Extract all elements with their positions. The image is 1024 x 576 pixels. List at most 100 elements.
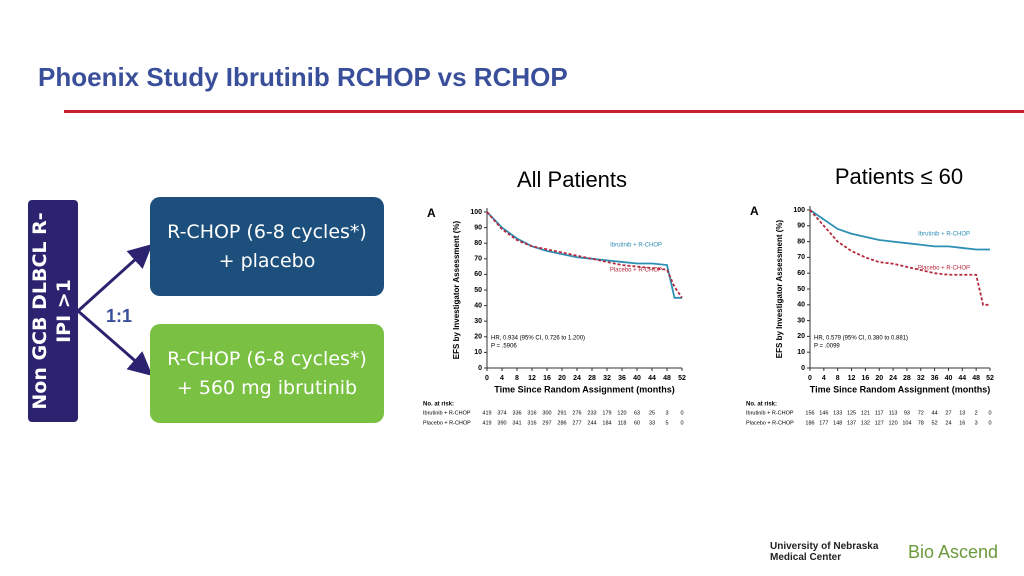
x-axis-label: Time Since Random Assignment (months): [494, 384, 675, 394]
y-tick-label: 70: [474, 256, 482, 263]
y-tick-label: 80: [797, 238, 805, 245]
at-risk-value: 244: [587, 420, 596, 426]
at-risk-value: 179: [602, 410, 611, 416]
x-tick-label: 4: [500, 375, 504, 382]
x-tick-label: 32: [917, 375, 925, 382]
at-risk-value: 286: [557, 420, 566, 426]
arm-box: R-CHOP (6-8 cycles*) + placebo: [150, 197, 384, 296]
at-risk-value: 120: [617, 410, 626, 416]
y-tick-label: 60: [797, 270, 805, 277]
at-risk-value: 13: [959, 410, 965, 416]
y-tick-label: 10: [797, 349, 805, 356]
at-risk-title: No. at risk:: [746, 402, 777, 408]
y-tick-label: 0: [801, 365, 805, 372]
survival-line: [486, 211, 682, 299]
at-risk-value: 341: [512, 420, 521, 426]
at-risk-value: 0: [988, 420, 991, 426]
at-risk-value: 233: [587, 410, 596, 416]
at-risk-value: 117: [875, 410, 884, 416]
at-risk-value: 16: [959, 420, 965, 426]
at-risk-value: 277: [572, 420, 581, 426]
at-risk-value: 63: [634, 410, 640, 416]
at-risk-title: No. at risk:: [423, 402, 454, 408]
y-axis-label: EFS by Investigator Assessment (%): [775, 219, 784, 358]
at-risk-value: 184: [602, 420, 611, 426]
y-tick-label: 60: [474, 271, 482, 278]
x-tick-label: 4: [822, 375, 826, 382]
at-risk-value: 60: [634, 420, 640, 426]
y-tick-label: 10: [474, 349, 482, 356]
x-tick-label: 20: [558, 375, 566, 382]
annotation: HR, 0.934 (95% CI, 0.726 to 1.200): [491, 336, 585, 342]
at-risk-value: 297: [542, 420, 551, 426]
arm-box: R-CHOP (6-8 cycles*) + 560 mg ibrutinib: [150, 324, 384, 423]
x-tick-label: 36: [618, 375, 626, 382]
at-risk-value: 419: [482, 420, 491, 426]
at-risk-value: 52: [932, 420, 938, 426]
at-risk-value: 118: [618, 420, 627, 426]
y-tick-label: 30: [797, 317, 805, 324]
at-risk-value: 0: [680, 410, 683, 416]
y-tick-label: 30: [474, 318, 482, 325]
series-label: Placebo + R-CHOP: [918, 266, 970, 272]
x-tick-label: 24: [889, 375, 897, 382]
at-risk-value: 316: [527, 410, 536, 416]
at-risk-value: 177: [819, 420, 828, 426]
x-tick-label: 36: [931, 375, 939, 382]
at-risk-value: 5: [665, 420, 668, 426]
at-risk-value: 3: [975, 420, 978, 426]
y-tick-label: 70: [797, 254, 805, 261]
y-tick-label: 90: [797, 223, 805, 230]
series-label: Placebo + R-CHOP: [610, 268, 662, 274]
at-risk-value: 300: [542, 410, 551, 416]
population-box: [28, 200, 78, 422]
at-risk-value: 24: [945, 420, 951, 426]
y-tick-label: 20: [797, 333, 805, 340]
annotation: HR, 0.579 (95% CI, 0.380 to 0.881): [814, 336, 908, 342]
x-tick-label: 52: [986, 375, 994, 382]
y-tick-label: 100: [470, 209, 482, 216]
at-risk-value: 419: [482, 410, 491, 416]
logo-bioascend: Bio Ascend: [908, 542, 999, 562]
x-tick-label: 48: [972, 375, 980, 382]
y-tick-label: 0: [478, 365, 482, 372]
x-tick-label: 28: [588, 375, 596, 382]
at-risk-value: 113: [889, 410, 898, 416]
heading: All Patients: [517, 167, 627, 192]
at-risk-value: 291: [557, 410, 566, 416]
at-risk-name: Ibrutinib + R-CHOP: [423, 410, 471, 416]
at-risk-value: 186: [805, 420, 814, 426]
y-tick-label: 40: [797, 302, 805, 309]
at-risk-value: 27: [945, 410, 951, 416]
at-risk-value: 120: [888, 420, 897, 426]
x-tick-label: 48: [663, 375, 671, 382]
y-tick-label: 90: [474, 224, 482, 231]
y-tick-label: 50: [797, 286, 805, 293]
survival-line: [809, 209, 990, 306]
series-label: Ibrutinib + R-CHOP: [918, 232, 970, 238]
x-tick-label: 16: [543, 375, 551, 382]
y-tick-label: 80: [474, 240, 482, 247]
x-tick-label: 8: [836, 375, 840, 382]
at-risk-value: 104: [902, 420, 911, 426]
at-risk-value: 3: [665, 410, 668, 416]
x-tick-label: 0: [485, 375, 489, 382]
heading: Patients ≤ 60: [835, 164, 963, 189]
x-tick-label: 52: [678, 375, 686, 382]
at-risk-value: 44: [932, 410, 938, 416]
x-tick-label: 8: [515, 375, 519, 382]
series-label: Ibrutinib + R-CHOP: [610, 243, 662, 249]
at-risk-value: 93: [904, 410, 910, 416]
at-risk-value: 276: [572, 410, 581, 416]
y-tick-label: 40: [474, 302, 482, 309]
y-axis-label: EFS by Investigator Assessment (%): [452, 220, 461, 359]
x-tick-label: 28: [903, 375, 911, 382]
at-risk-value: 78: [918, 420, 924, 426]
at-risk-value: 72: [918, 410, 924, 416]
x-axis-label: Time Since Random Assignment (months): [810, 384, 991, 394]
at-risk-value: 148: [833, 420, 842, 426]
at-risk-name: Placebo + R-CHOP: [423, 420, 471, 426]
